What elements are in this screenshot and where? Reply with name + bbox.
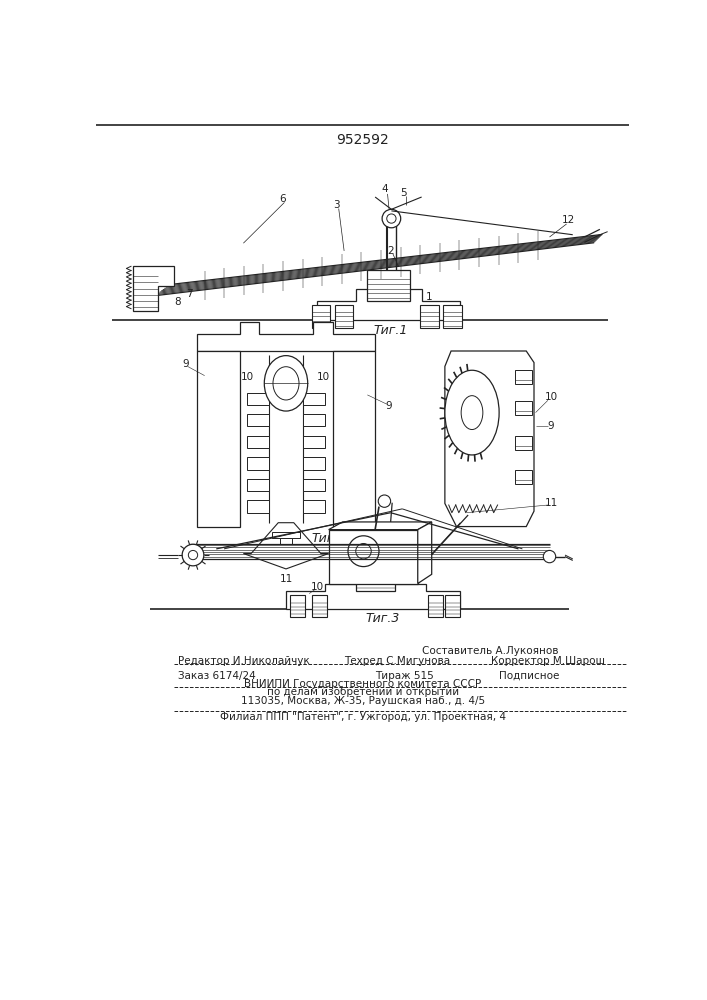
Bar [443,305,462,328]
Bar [368,270,410,301]
Text: 9: 9 [386,401,392,411]
Text: Тираж 515: Тираж 515 [375,671,434,681]
Text: Филиал ППП "Патент", г. Ужгород, ул. Проектная, 4: Филиал ППП "Патент", г. Ужгород, ул. Про… [220,712,506,722]
Circle shape [356,544,371,559]
Polygon shape [197,322,375,351]
Circle shape [182,544,204,566]
Text: 11: 11 [279,574,293,584]
Text: 3: 3 [333,200,339,210]
Bar [303,457,325,470]
Text: 9: 9 [182,359,189,369]
Text: 2: 2 [387,246,394,256]
Text: 6: 6 [279,194,286,204]
Circle shape [378,495,391,507]
Polygon shape [418,522,432,584]
Ellipse shape [273,367,299,400]
Text: Τиг.2: Τиг.2 [312,532,346,545]
Polygon shape [243,523,329,569]
Polygon shape [134,266,174,311]
Bar [515,370,532,384]
Bar [303,500,325,513]
Text: по делам изобретений и открытий: по делам изобретений и открытий [267,687,459,697]
Bar [515,436,532,450]
Bar [247,393,269,405]
Text: 1: 1 [426,292,433,302]
Polygon shape [329,522,432,530]
Text: 12: 12 [562,215,575,225]
Ellipse shape [461,396,483,430]
Text: 10: 10 [317,372,329,382]
Bar [312,595,327,617]
Circle shape [387,214,396,223]
Polygon shape [197,351,240,527]
Polygon shape [332,351,375,527]
Circle shape [348,536,379,567]
Text: Корректор М.Шарош: Корректор М.Шарош [491,656,605,666]
Bar [280,538,292,544]
Text: Редактор И.Николайчук: Редактор И.Николайчук [177,656,309,666]
Text: 9: 9 [548,421,554,431]
Text: Заказ 6174/24: Заказ 6174/24 [177,671,255,681]
Bar [445,595,460,617]
Circle shape [382,209,401,228]
Bar [515,470,532,484]
Bar [420,305,438,328]
Text: 7: 7 [186,289,192,299]
Bar [303,436,325,448]
Text: Техред С.Мигунова: Техред С.Мигунова [344,656,450,666]
Text: Составитель А.Лукоянов: Составитель А.Лукоянов [421,646,558,656]
Text: 8: 8 [174,297,181,307]
Text: Τиг.1: Τиг.1 [373,324,408,337]
Text: ВНИИПИ Государственного комитета СССР: ВНИИПИ Государственного комитета СССР [244,679,481,689]
Polygon shape [317,289,460,320]
Text: 952592: 952592 [337,133,389,147]
Bar [247,436,269,448]
Bar [428,595,443,617]
Bar [303,393,325,405]
Bar [335,305,354,328]
Polygon shape [286,584,460,609]
Text: 10: 10 [544,392,558,402]
Polygon shape [445,351,534,527]
Bar [329,530,418,584]
Text: 4: 4 [382,184,389,194]
Text: 5: 5 [400,188,407,198]
Bar [290,595,305,617]
Text: Τиг.3: Τиг.3 [366,612,400,625]
Bar [312,305,330,328]
Text: 11: 11 [544,498,558,508]
Bar [247,414,269,426]
Bar [247,479,269,491]
Bar [303,414,325,426]
Bar [515,401,532,415]
Ellipse shape [264,356,308,411]
Circle shape [543,550,556,563]
Bar [356,567,395,591]
Circle shape [188,550,198,560]
Bar [247,500,269,513]
Text: 10: 10 [240,372,254,382]
Bar [247,457,269,470]
Bar [303,479,325,491]
Ellipse shape [445,370,499,455]
Text: 10: 10 [310,582,324,592]
Bar [272,532,300,538]
Text: Подписное: Подписное [499,671,559,681]
Text: 113035, Москва, Ж-35, Раушская наб., д. 4/5: 113035, Москва, Ж-35, Раушская наб., д. … [240,696,485,706]
